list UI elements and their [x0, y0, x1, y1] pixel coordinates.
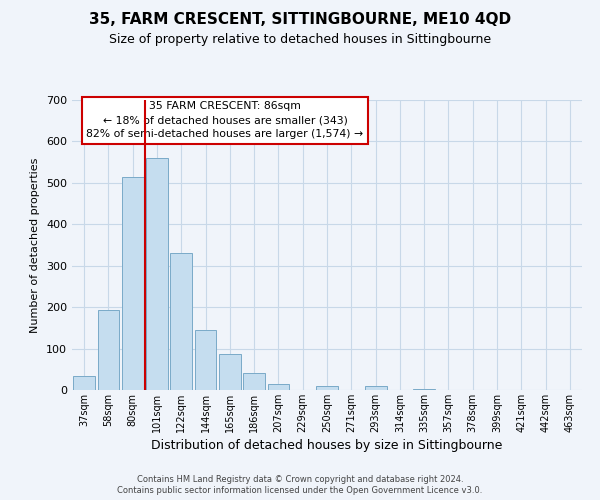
- X-axis label: Distribution of detached houses by size in Sittingbourne: Distribution of detached houses by size …: [151, 439, 503, 452]
- Bar: [365, 386, 386, 390]
- Bar: [194, 330, 217, 390]
- Text: Size of property relative to detached houses in Sittingbourne: Size of property relative to detached ho…: [109, 32, 491, 46]
- Bar: [243, 374, 265, 390]
- Text: 35 FARM CRESCENT: 86sqm
← 18% of detached houses are smaller (343)
82% of semi-d: 35 FARM CRESCENT: 86sqm ← 18% of detache…: [86, 102, 364, 140]
- Text: Contains HM Land Registry data © Crown copyright and database right 2024.: Contains HM Land Registry data © Crown c…: [137, 475, 463, 484]
- Bar: [413, 389, 435, 390]
- Bar: [268, 384, 289, 390]
- Y-axis label: Number of detached properties: Number of detached properties: [31, 158, 40, 332]
- Bar: [122, 176, 143, 390]
- Bar: [219, 354, 241, 390]
- Bar: [146, 158, 168, 390]
- Text: 35, FARM CRESCENT, SITTINGBOURNE, ME10 4QD: 35, FARM CRESCENT, SITTINGBOURNE, ME10 4…: [89, 12, 511, 28]
- Text: Contains public sector information licensed under the Open Government Licence v3: Contains public sector information licen…: [118, 486, 482, 495]
- Bar: [170, 254, 192, 390]
- Bar: [316, 386, 338, 390]
- Bar: [97, 310, 119, 390]
- Bar: [73, 376, 95, 390]
